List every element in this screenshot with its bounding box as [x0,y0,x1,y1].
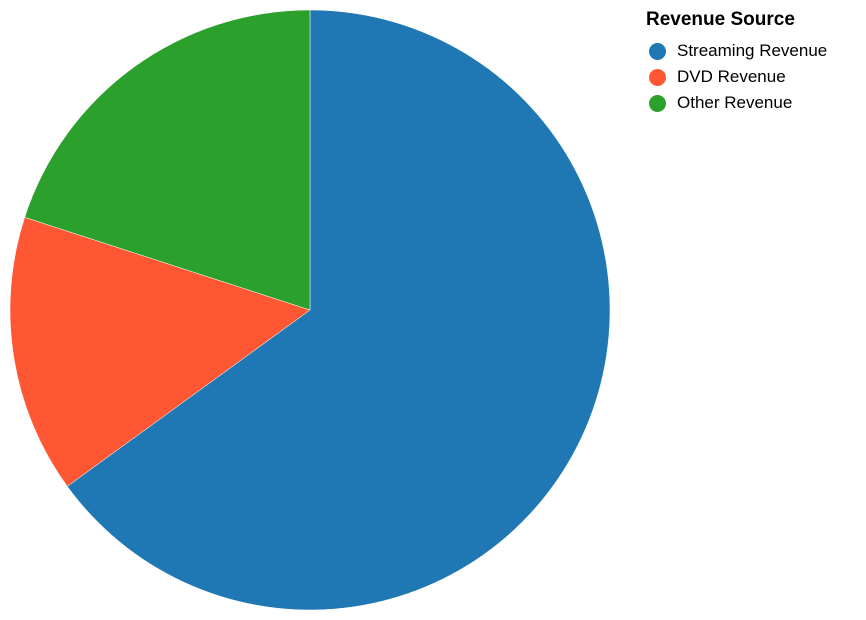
legend-label: Other Revenue [677,93,793,112]
pie-slices [9,9,611,611]
legend-item-streaming-revenue: Streaming Revenue [646,38,827,64]
pie-slice-other-revenue [24,9,311,311]
pie-slice-dvd-revenue [9,216,311,487]
legend-item-other-revenue: Other Revenue [646,90,827,116]
legend-label: DVD Revenue [677,67,786,86]
legend-item-dvd-revenue: DVD Revenue [646,64,827,90]
pie-slice-streaming-revenue [66,9,611,611]
legend-title: Revenue Source [646,9,795,30]
legend-label: Streaming Revenue [677,41,828,60]
legend: Revenue Source Streaming Revenue DVD Rev… [646,8,827,116]
legend-swatch [649,94,666,112]
legend-swatch [649,68,666,86]
legend-swatch [649,42,666,60]
